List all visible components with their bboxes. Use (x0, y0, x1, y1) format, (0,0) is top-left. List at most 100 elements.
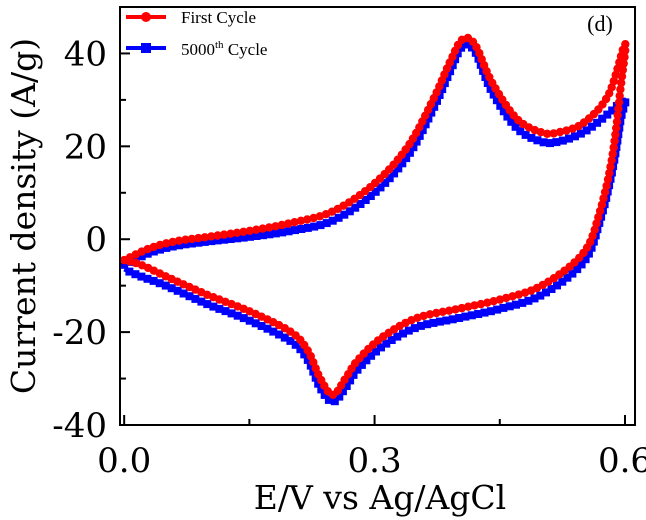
series-2-marker-53 (418, 126, 427, 135)
legend-label-series-2-superscript: th (215, 39, 224, 51)
series-2-marker-184 (296, 345, 305, 354)
series-2-marker-39 (361, 196, 370, 204)
series-2-marker-181 (306, 361, 315, 370)
series-1-marker-24 (271, 222, 280, 231)
series-2-marker-9 (175, 241, 183, 250)
series-2-marker-12 (194, 238, 203, 247)
series-2-marker-8 (168, 242, 177, 251)
series-2-marker-6 (156, 245, 164, 254)
series-2-marker-156 (416, 321, 425, 330)
series-2-marker-162 (382, 339, 391, 348)
series-2-marker-208 (155, 279, 164, 288)
y-axis-label: Current density (A/g) (4, 38, 43, 394)
series-1-marker-26 (284, 219, 293, 228)
series-2-marker-42 (376, 183, 385, 192)
series-2-marker-86 (527, 133, 536, 142)
series-2-marker-137 (536, 291, 545, 300)
series-2-marker-75 (483, 79, 492, 87)
x-axis-label: E/V vs Ag/AgCl (254, 478, 506, 517)
series-2-marker-36 (345, 207, 354, 216)
series-2-marker-198 (215, 304, 224, 313)
series-2-marker-207 (161, 281, 170, 290)
series-1-marker-7 (162, 239, 171, 248)
series-1-marker-127 (606, 162, 615, 171)
series-2-marker-213 (125, 267, 134, 276)
series-2-marker-155 (423, 320, 432, 329)
y-tick-label-0: -40 (52, 406, 107, 446)
series-1-marker-156 (495, 295, 505, 304)
series-2-marker-85 (521, 130, 530, 139)
series-1-marker-13 (200, 233, 209, 242)
series-2-marker-88 (539, 138, 548, 147)
series-2-marker-173 (335, 392, 344, 401)
series-2-marker-78 (492, 96, 501, 105)
series-2-marker-52 (415, 131, 424, 140)
series-2-marker-166 (362, 356, 371, 365)
series-2-marker-164 (372, 347, 380, 356)
series-2-marker-49 (405, 148, 414, 157)
series-2-marker-195 (233, 311, 242, 320)
series-2-marker-82 (507, 117, 516, 126)
series-2-marker-96 (587, 122, 596, 131)
series-2-marker-161 (387, 336, 396, 344)
series-2-marker-10 (181, 240, 190, 249)
series-2-marker-43 (381, 178, 390, 187)
series-2-marker-170 (346, 376, 355, 385)
series-2-marker-138 (530, 294, 539, 303)
series-2-marker-142 (505, 302, 514, 311)
series-2-marker-21 (252, 232, 261, 240)
series-2-marker-193 (245, 316, 254, 325)
series-2-marker-190 (263, 324, 272, 333)
series-2-marker-84 (516, 127, 525, 136)
series-2-marker-89 (546, 139, 554, 148)
series-1-marker-167 (425, 310, 435, 319)
series-1-marker-8 (168, 237, 177, 247)
series-1-marker-122 (611, 130, 620, 139)
series-1-marker-125 (608, 149, 617, 159)
series-2-marker-131 (568, 269, 577, 278)
series-2-marker-91 (558, 136, 567, 145)
series-2-marker-94 (576, 129, 585, 138)
series-2-marker-22 (258, 231, 267, 240)
series-2-marker-97 (593, 118, 602, 127)
series-2-marker-148 (467, 311, 476, 320)
y-tick-label-2: 0 (85, 220, 107, 260)
ticks-layer: 0.0 0.3 0.6 -40 -20 0 20 40 (52, 34, 646, 481)
series-1-marker-162 (457, 303, 466, 313)
series-2-marker-150 (455, 314, 464, 322)
y-tick-label-1: -20 (52, 313, 107, 353)
series-2-marker-46 (394, 164, 403, 173)
series-2-marker-203 (185, 292, 194, 301)
series-2-marker-127 (584, 249, 593, 258)
series-1-marker-133 (597, 200, 607, 209)
series-1-marker-164 (444, 306, 454, 315)
series-2-marker-95 (582, 126, 591, 135)
series-2-marker-186 (286, 336, 295, 345)
series-2-marker-98 (598, 114, 607, 123)
series-2-marker-143 (499, 303, 508, 312)
series-1-marker-27 (290, 218, 299, 227)
series-2-marker-87 (533, 136, 542, 145)
series-2-marker-182 (303, 355, 312, 364)
legend: First Cycle 5000th Cycle (126, 8, 267, 59)
series-2-marker-54 (421, 120, 430, 129)
x-tick-label-1: 0.3 (348, 441, 402, 481)
series-1 (120, 33, 630, 399)
series-2-marker-149 (461, 312, 470, 321)
series-1-marker-110 (620, 52, 629, 62)
series-2-marker-210 (143, 274, 152, 283)
series-2-marker-197 (221, 307, 230, 316)
series-1-marker-154 (508, 292, 517, 301)
series-1-marker-11 (187, 234, 197, 244)
series-1-marker-89 (549, 129, 558, 138)
series-2-marker-152 (442, 316, 451, 325)
series-2-marker-178 (314, 379, 323, 388)
series-2-marker-154 (429, 318, 438, 327)
legend-label-series-1: First Cycle (181, 8, 256, 27)
series-2-marker-92 (565, 134, 573, 143)
series-1-marker-22 (258, 224, 267, 233)
series-2-marker-19 (239, 233, 248, 242)
series-2-marker-126 (587, 243, 596, 252)
series-2-marker-151 (448, 315, 457, 324)
